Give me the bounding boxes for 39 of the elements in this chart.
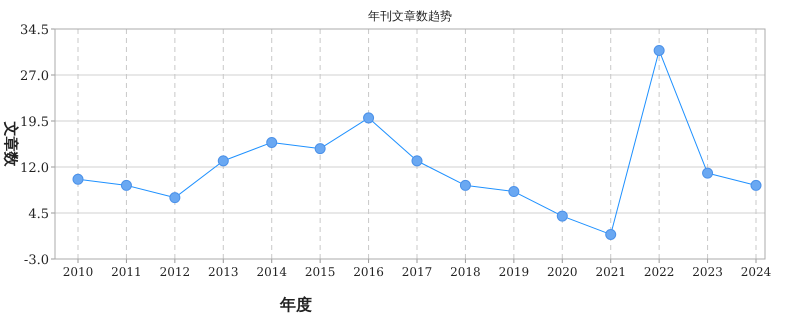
- point: [654, 44, 665, 56]
- x-tick-label: 2018: [450, 265, 481, 279]
- x-tick-label: 2022: [644, 265, 674, 279]
- point: [314, 143, 326, 154]
- chart-title: 年刊文章数趋势: [368, 9, 452, 23]
- x-tick-label: 2017: [402, 265, 432, 279]
- y-tick-label: 12.0: [20, 161, 49, 176]
- x-tick-label: 2012: [160, 265, 190, 279]
- x-tick-label: 2024: [740, 265, 772, 279]
- point: [218, 155, 229, 166]
- x-tick-label: 2013: [208, 265, 239, 279]
- y-tick-label: 19.5: [20, 115, 49, 130]
- x-tick-label: 2019: [498, 265, 530, 279]
- point: [72, 174, 84, 185]
- x-tick-label: 2014: [256, 265, 288, 279]
- point: [750, 180, 762, 191]
- y-tick-label: 27.0: [20, 69, 49, 84]
- point: [508, 186, 520, 198]
- point: [266, 136, 278, 148]
- y-tick-label: -3.0: [24, 253, 49, 268]
- x-tick-label: 2011: [111, 265, 142, 279]
- point: [120, 180, 132, 191]
- y-tick-label: 34.5: [20, 23, 49, 38]
- y-tick-label: 4.5: [28, 207, 49, 222]
- point: [412, 155, 422, 166]
- point: [460, 180, 471, 191]
- point: [169, 192, 180, 204]
- x-tick-label: 2023: [692, 265, 723, 279]
- point: [702, 168, 714, 179]
- x-tick-label: 2020: [547, 265, 578, 279]
- x-tick-label: 2021: [595, 265, 626, 279]
- y-axis-title: 文章数: [2, 120, 20, 168]
- x-tick-label: 2015: [304, 265, 336, 279]
- point: [363, 112, 374, 124]
- point: [605, 228, 616, 240]
- x-axis-title: 年度: [279, 295, 312, 314]
- x-tick-label: 2016: [353, 265, 384, 279]
- point: [556, 210, 568, 222]
- x-tick-label: 2010: [62, 265, 94, 279]
